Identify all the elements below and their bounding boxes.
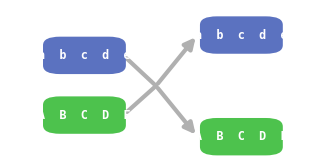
FancyBboxPatch shape [43, 37, 126, 74]
FancyBboxPatch shape [200, 16, 283, 54]
Text: a  b  c  d  e: a b c d e [38, 49, 131, 62]
Text: A  B  C  D  E: A B C D E [38, 109, 131, 122]
FancyBboxPatch shape [200, 118, 283, 155]
Text: A  B  C  D  E: A B C D E [195, 130, 288, 143]
Text: a  b  c  d  e: a b c d e [195, 29, 288, 42]
FancyBboxPatch shape [43, 96, 126, 134]
